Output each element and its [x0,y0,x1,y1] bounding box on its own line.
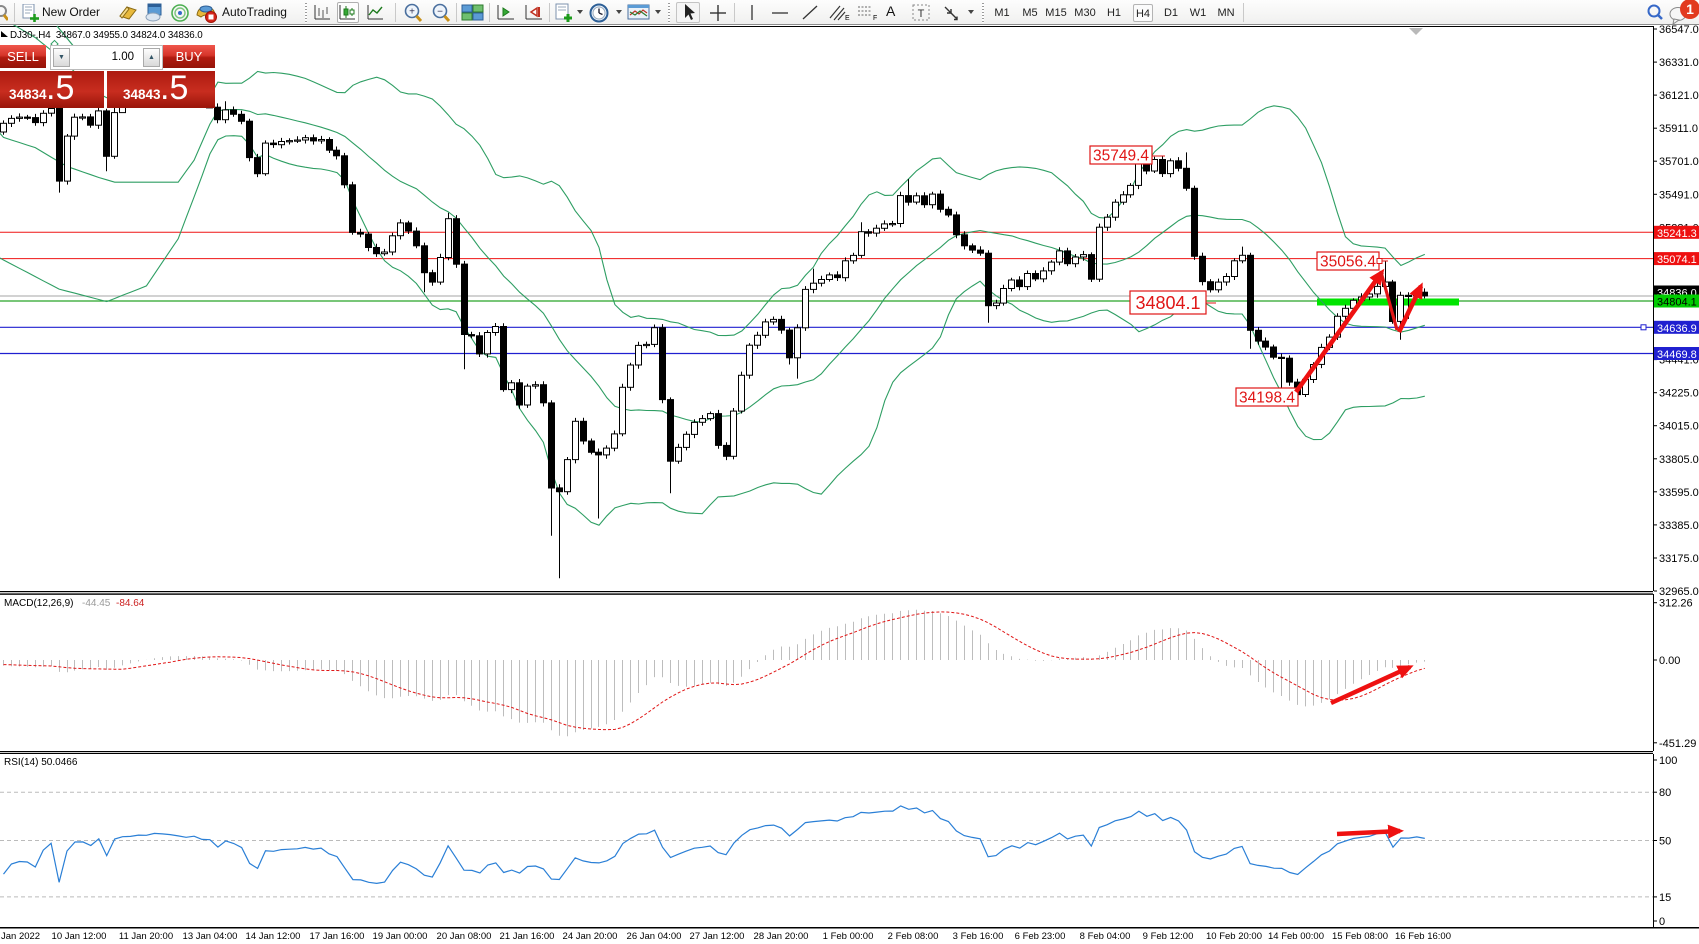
svg-text:10 Jan 12:00: 10 Jan 12:00 [52,931,107,942]
svg-text:T: T [918,8,925,20]
svg-text:F: F [873,15,877,22]
svg-text:27 Jan 12:00: 27 Jan 12:00 [690,931,745,942]
svg-text:33805.0: 33805.0 [1659,454,1699,466]
svg-text:-451.29: -451.29 [1659,738,1696,750]
svg-text:28 Jan 20:00: 28 Jan 20:00 [754,931,809,942]
svg-text:MACD(12,26,9): MACD(12,26,9) [4,598,73,609]
svg-text:35749.4: 35749.4 [1093,148,1149,165]
svg-text:33385.0: 33385.0 [1659,520,1699,532]
svg-text:34469.8: 34469.8 [1657,349,1697,361]
svg-text:14 Jan 12:00: 14 Jan 12:00 [246,931,301,942]
svg-text:26 Jan 04:00: 26 Jan 04:00 [627,931,682,942]
svg-text:35911.0: 35911.0 [1659,123,1698,135]
svg-text:32965.0: 32965.0 [1659,586,1699,598]
svg-text:9 Feb 12:00: 9 Feb 12:00 [1143,931,1194,942]
svg-text:21 Jan 16:00: 21 Jan 16:00 [500,931,555,942]
svg-text:2 Feb 08:00: 2 Feb 08:00 [888,931,939,942]
svg-text:15 Feb 08:00: 15 Feb 08:00 [1332,931,1388,942]
svg-text:3 Feb 16:00: 3 Feb 16:00 [953,931,1004,942]
svg-text:11 Jan 20:00: 11 Jan 20:00 [119,931,173,942]
svg-text:35491.0: 35491.0 [1659,189,1699,201]
svg-text:19 Jan 00:00: 19 Jan 00:00 [373,931,428,942]
svg-text:36121.0: 36121.0 [1659,90,1699,102]
svg-text:+: + [409,7,415,18]
svg-text:17 Jan 16:00: 17 Jan 16:00 [310,931,365,942]
svg-text:100: 100 [1659,755,1677,767]
svg-text:24 Jan 20:00: 24 Jan 20:00 [563,931,618,942]
svg-text:34225.0: 34225.0 [1659,388,1699,400]
svg-text:34804.1: 34804.1 [1135,293,1200,313]
svg-text:35074.1: 35074.1 [1657,254,1697,266]
svg-text:34015.0: 34015.0 [1659,421,1699,433]
svg-text:Jan 2022: Jan 2022 [1,931,40,942]
svg-text:35241.3: 35241.3 [1657,228,1697,240]
svg-text:34636.9: 34636.9 [1657,323,1697,335]
svg-text:34198.4: 34198.4 [1239,390,1295,407]
svg-text:1 Feb 00:00: 1 Feb 00:00 [823,931,874,942]
svg-text:13 Jan 04:00: 13 Jan 04:00 [183,931,238,942]
svg-text:-44.45: -44.45 [82,598,111,609]
svg-text:15: 15 [1659,892,1671,904]
svg-text:34804.1: 34804.1 [1657,297,1697,309]
svg-text:35056.4: 35056.4 [1320,254,1376,271]
svg-text:14 Feb 00:00: 14 Feb 00:00 [1268,931,1324,942]
svg-text:8 Feb 04:00: 8 Feb 04:00 [1080,931,1131,942]
svg-text:16 Feb 16:00: 16 Feb 16:00 [1395,931,1451,942]
svg-text:33175.0: 33175.0 [1659,553,1699,565]
svg-text:33595.0: 33595.0 [1659,487,1699,499]
svg-text:36331.0: 36331.0 [1659,57,1699,69]
svg-text:−: − [437,7,443,18]
svg-text:80: 80 [1659,787,1671,799]
svg-text:0.00: 0.00 [1659,655,1680,667]
svg-text:35701.0: 35701.0 [1659,156,1699,168]
svg-text:-84.64: -84.64 [116,598,145,609]
svg-text:6 Feb 23:00: 6 Feb 23:00 [1015,931,1066,942]
svg-text:0: 0 [1659,916,1665,928]
svg-text:1: 1 [1686,1,1694,17]
svg-text:RSI(14) 50.0466: RSI(14) 50.0466 [4,757,78,768]
svg-text:36547.0: 36547.0 [1659,24,1699,36]
svg-text:20 Jan 08:00: 20 Jan 08:00 [437,931,492,942]
svg-text:312.26: 312.26 [1659,598,1693,610]
svg-text:10 Feb 20:00: 10 Feb 20:00 [1206,931,1262,942]
svg-text:E: E [845,15,850,22]
svg-text:50: 50 [1659,836,1671,848]
